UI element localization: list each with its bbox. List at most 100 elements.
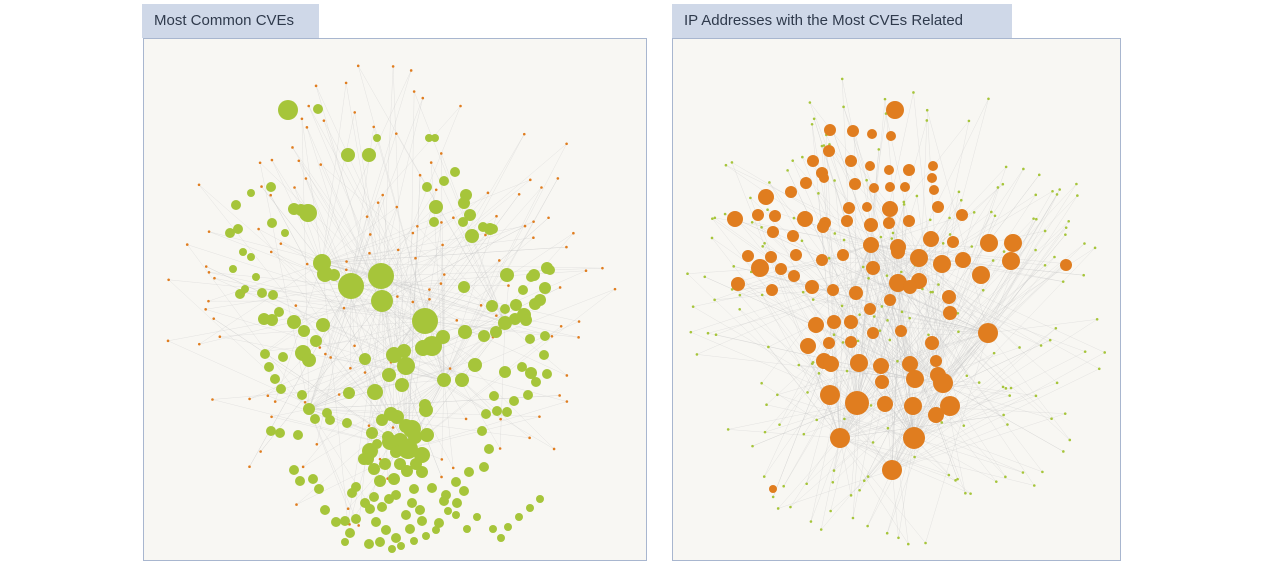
graph-node-small xyxy=(1061,280,1065,283)
graph-node-small xyxy=(912,91,915,94)
graph-node-highlighted xyxy=(930,355,942,367)
graph-node-highlighted xyxy=(925,336,939,350)
graph-node-small xyxy=(749,196,752,200)
graph-node-small xyxy=(565,142,568,146)
graph-node-small xyxy=(314,84,318,88)
graph-node-highlighted xyxy=(415,340,431,356)
graph-node-small xyxy=(1041,470,1044,474)
graph-node-small xyxy=(1004,475,1007,479)
graph-node-highlighted xyxy=(274,307,284,317)
graph-node-small xyxy=(771,495,775,499)
graph-node-highlighted xyxy=(314,484,324,494)
graph-node-small xyxy=(948,216,951,220)
graph-node-small xyxy=(778,423,781,426)
graph-node-small xyxy=(441,243,444,247)
graph-node-small xyxy=(1054,326,1058,330)
graph-node-small xyxy=(540,186,543,189)
graph-node-small xyxy=(248,465,251,469)
graph-node-small xyxy=(915,194,919,198)
graph-node-small xyxy=(832,333,836,337)
graph-node-highlighted xyxy=(340,516,350,526)
graph-node-small xyxy=(381,193,385,197)
graph-node-highlighted xyxy=(903,427,925,449)
graph-node-small xyxy=(776,393,779,397)
graph-node-small xyxy=(885,531,889,535)
graph-node-highlighted xyxy=(526,504,534,512)
graph-node-small xyxy=(1032,217,1035,220)
graph-node-highlighted xyxy=(517,362,527,372)
graph-node-small xyxy=(726,428,730,431)
graph-node-small xyxy=(751,444,754,448)
graph-node-small xyxy=(765,403,768,407)
graph-node-highlighted xyxy=(420,428,434,442)
graph-node-small xyxy=(528,178,532,182)
graph-node-highlighted xyxy=(932,201,944,213)
network-graph-ip-addresses[interactable] xyxy=(672,38,1121,561)
graph-node-highlighted xyxy=(391,533,401,543)
graph-node-small xyxy=(550,334,554,338)
graph-node-highlighted xyxy=(499,366,511,378)
graph-node-small xyxy=(305,262,309,266)
graph-node-small xyxy=(448,367,452,370)
graph-node-highlighted xyxy=(497,534,505,542)
graph-node-small xyxy=(994,480,998,483)
graph-node-highlighted xyxy=(886,131,896,141)
graph-node-highlighted xyxy=(388,545,396,553)
graph-node-small xyxy=(522,132,526,136)
graph-node-small xyxy=(556,177,560,180)
graph-node-small xyxy=(391,65,395,68)
graph-node-small xyxy=(713,298,716,302)
graph-node-highlighted xyxy=(488,224,498,234)
graph-node-small xyxy=(1068,438,1072,442)
graph-node-highlighted xyxy=(900,182,910,192)
graph-node-highlighted xyxy=(258,313,270,325)
graph-node-highlighted xyxy=(500,268,514,282)
graph-node-highlighted xyxy=(972,266,990,284)
network-graph-cves[interactable] xyxy=(143,38,647,561)
graph-node-small xyxy=(1083,242,1086,245)
graph-node-small xyxy=(791,159,795,162)
graph-node-highlighted xyxy=(231,200,241,210)
graph-node-highlighted xyxy=(367,384,383,400)
graph-node-small xyxy=(497,259,501,262)
graph-node-small xyxy=(1063,412,1067,415)
graph-node-small xyxy=(880,305,884,308)
graph-node-highlighted xyxy=(429,217,439,227)
graph-node-small xyxy=(344,81,348,85)
graph-node-small xyxy=(495,214,498,218)
graph-node-small xyxy=(451,466,455,470)
graph-node-highlighted xyxy=(817,221,829,233)
graph-node-small xyxy=(1006,423,1009,426)
graph-node-small xyxy=(851,516,855,520)
graph-node-small xyxy=(279,242,283,245)
graph-node-small xyxy=(368,251,371,255)
graph-node-highlighted xyxy=(390,446,402,458)
graph-node-highlighted xyxy=(827,315,841,329)
graph-node-highlighted xyxy=(865,161,875,171)
graph-node-small xyxy=(484,233,487,237)
graph-node-highlighted xyxy=(486,300,498,312)
graph-node-small xyxy=(768,181,771,184)
graph-node-highlighted xyxy=(1060,259,1072,271)
graph-node-small xyxy=(353,111,357,114)
graph-node-highlighted xyxy=(407,498,417,508)
graph-node-small xyxy=(806,391,809,394)
graph-node-highlighted xyxy=(845,391,869,415)
graph-node-highlighted xyxy=(398,439,418,459)
graph-node-small xyxy=(703,275,707,279)
graph-node-highlighted xyxy=(510,299,522,311)
graph-node-highlighted xyxy=(864,303,876,315)
graph-node-small xyxy=(957,190,961,194)
graph-node-highlighted xyxy=(787,230,799,242)
graph-node-highlighted xyxy=(295,476,305,486)
graph-node-small xyxy=(906,542,910,546)
graph-node-small xyxy=(421,96,425,100)
graph-node-small xyxy=(724,163,728,167)
graph-node-highlighted xyxy=(816,254,828,266)
graph-node-small xyxy=(442,273,446,276)
graph-node-highlighted xyxy=(368,463,380,475)
graph-node-small xyxy=(808,101,812,104)
graph-node-highlighted xyxy=(463,525,471,533)
graph-node-small xyxy=(849,494,853,497)
graph-node-highlighted xyxy=(844,315,858,329)
